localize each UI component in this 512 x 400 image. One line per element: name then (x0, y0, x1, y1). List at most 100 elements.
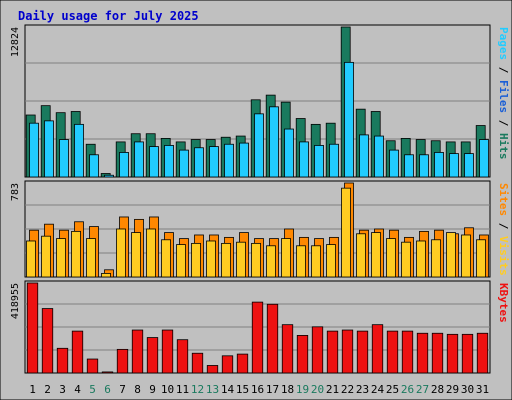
day-label-6: 6 (104, 383, 111, 396)
bar-kbytes-day-4 (71, 330, 84, 374)
bar-kbytes-day-5 (86, 358, 99, 374)
bar-files-day-29 (449, 153, 459, 178)
bar-kbytes-day-9 (146, 337, 159, 374)
y-max-label: 783 (10, 183, 21, 201)
day-label-16: 16 (251, 383, 264, 396)
bar-files-day-9 (149, 146, 159, 178)
day-label-29: 29 (446, 383, 459, 396)
bar-files-day-7 (119, 152, 129, 178)
bar-files-day-1 (29, 122, 39, 178)
series-label-part: / (497, 113, 510, 133)
bar-files-day-6 (104, 174, 114, 178)
bar-visits-day-6 (101, 272, 111, 278)
day-label-25: 25 (386, 383, 399, 396)
bar-files-day-31 (479, 139, 489, 178)
bar-visits-day-27 (416, 240, 426, 278)
bar-files-day-26 (404, 154, 414, 178)
day-labels: 1 2 3 4 5 6 7 8 9 10 11 12 13 14 15 16 17 18 19 20 21 22 23 24 2… (29, 383, 489, 396)
bar-files-day-4 (74, 123, 84, 178)
day-label-5: 5 (89, 383, 96, 396)
panel-hits: 12824 Pages / Files / Hits (10, 24, 510, 178)
bar-kbytes-day-2 (41, 308, 54, 374)
bar-visits-day-29 (446, 232, 456, 278)
bar-files-day-15 (239, 142, 249, 178)
bar-kbytes-day-26 (401, 330, 414, 374)
series-label-part: Hits (497, 133, 510, 160)
bar-visits-day-4 (71, 230, 81, 278)
day-label-19: 19 (296, 383, 309, 396)
bar-kbytes-day-31 (476, 332, 489, 374)
bar-visits-day-24 (371, 232, 381, 278)
bar-visits-day-16 (251, 242, 261, 278)
panel-visits: 783 Sites / Visits (10, 180, 510, 278)
bar-kbytes-day-27 (416, 332, 429, 374)
day-label-28: 28 (431, 383, 444, 396)
bar-files-day-23 (359, 134, 369, 178)
series-label-part: Sites (497, 183, 510, 216)
day-label-11: 11 (176, 383, 189, 396)
bar-files-day-5 (89, 154, 99, 178)
bar-visits-day-20 (311, 245, 321, 278)
bar-visits-day-11 (176, 244, 186, 278)
bar-visits-day-23 (356, 233, 366, 278)
bar-visits-day-25 (386, 238, 396, 278)
bar-files-day-14 (224, 143, 234, 178)
bar-files-day-24 (374, 135, 384, 178)
bar-files-day-22 (344, 61, 354, 178)
bar-visits-day-14 (221, 242, 231, 278)
bar-kbytes-day-28 (431, 332, 444, 374)
chart-title: Daily usage for July 2025 (18, 9, 199, 23)
bar-kbytes-day-11 (176, 339, 189, 374)
day-label-30: 30 (461, 383, 474, 396)
day-label-17: 17 (266, 383, 279, 396)
series-label-part: / (497, 60, 510, 80)
bar-kbytes-day-12 (191, 352, 204, 374)
series-label-part: Files (497, 80, 510, 113)
bar-visits-day-15 (236, 241, 246, 278)
bar-kbytes-day-29 (446, 333, 459, 374)
bar-visits-day-12 (191, 242, 201, 278)
bar-kbytes-day-7 (116, 348, 129, 374)
bar-kbytes-day-1 (26, 282, 39, 374)
bar-kbytes-day-22 (341, 329, 354, 374)
bar-kbytes-day-10 (161, 329, 174, 374)
day-label-3: 3 (59, 383, 66, 396)
day-label-22: 22 (341, 383, 354, 396)
bar-kbytes-day-13 (206, 365, 219, 374)
day-label-23: 23 (356, 383, 369, 396)
bar-kbytes-day-3 (56, 347, 69, 374)
series-label-part: Pages (497, 27, 510, 60)
bar-files-day-27 (419, 154, 429, 178)
bar-files-day-25 (389, 149, 399, 178)
day-label-12: 12 (191, 383, 204, 396)
bar-visits-day-17 (266, 245, 276, 278)
bar-kbytes-day-6 (101, 371, 114, 374)
bar-files-day-20 (314, 145, 324, 178)
panels: 12824 Pages / Files / Hits 783 Sites / Visi… (10, 24, 510, 374)
bar-kbytes-day-20 (311, 326, 324, 374)
bar-visits-day-31 (476, 239, 486, 278)
y-max-label: 12824 (10, 27, 21, 57)
bar-visits-day-28 (431, 239, 441, 278)
bar-kbytes-day-8 (131, 329, 144, 374)
bar-visits-day-1 (26, 240, 36, 278)
bar-visits-day-7 (116, 228, 126, 278)
bar-files-day-12 (194, 147, 204, 178)
bar-visits-day-21 (326, 244, 336, 278)
day-label-15: 15 (236, 383, 249, 396)
bar-kbytes-day-30 (461, 333, 474, 374)
day-label-13: 13 (206, 383, 219, 396)
bar-files-day-17 (269, 106, 279, 178)
bar-kbytes-day-24 (371, 324, 384, 374)
bar-visits-day-10 (161, 239, 171, 278)
bar-kbytes-day-14 (221, 355, 234, 374)
day-label-24: 24 (371, 383, 385, 396)
bar-files-day-30 (464, 153, 474, 178)
day-label-4: 4 (74, 383, 81, 396)
day-label-31: 31 (476, 383, 489, 396)
bar-visits-day-8 (131, 232, 141, 278)
bar-files-day-28 (434, 152, 444, 178)
day-label-10: 10 (161, 383, 174, 396)
bar-kbytes-day-17 (266, 303, 279, 374)
